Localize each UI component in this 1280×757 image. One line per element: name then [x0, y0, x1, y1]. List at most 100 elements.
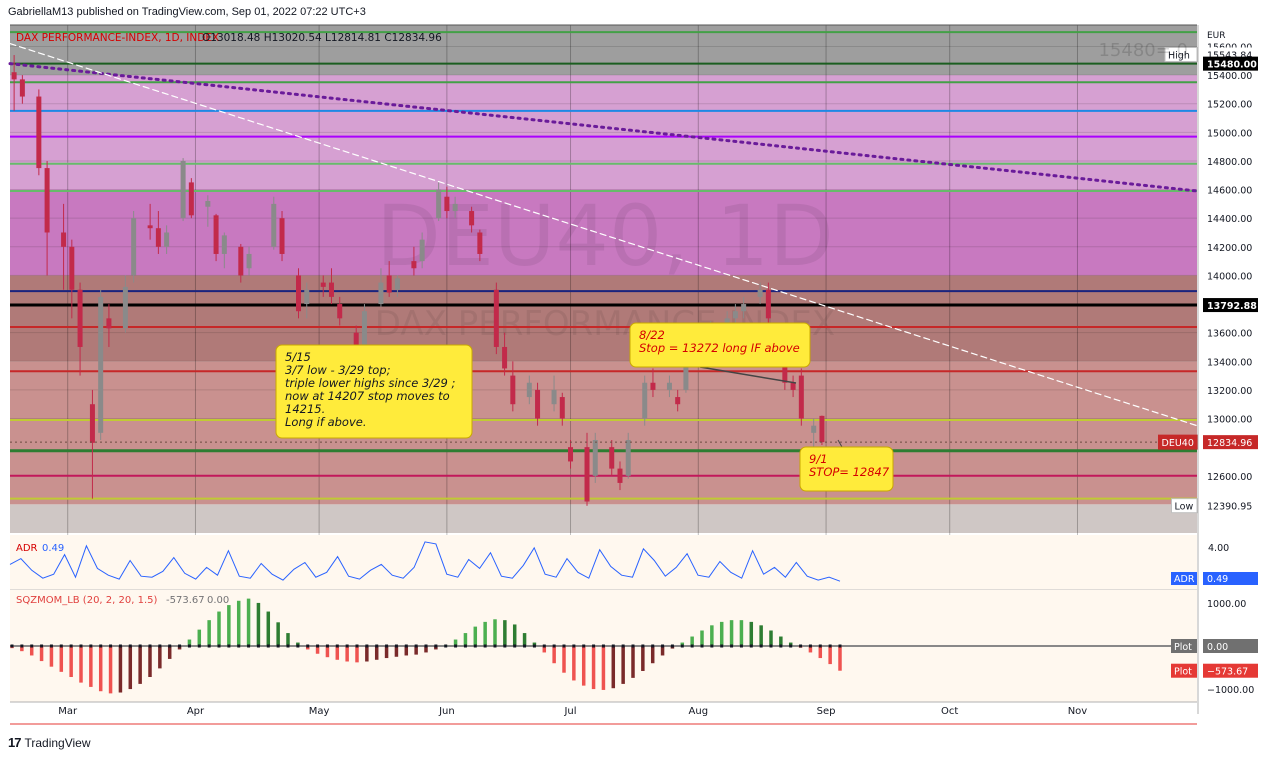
candle-body: [353, 332, 359, 355]
watermark-ticker: DEU40, 1D: [376, 187, 834, 285]
price-zone: [10, 25, 1197, 76]
candle-body: [328, 282, 334, 297]
squeeze-dot: [749, 644, 753, 648]
candle-body: [584, 447, 590, 502]
candle-body: [419, 239, 425, 262]
price-badge-value: 13792.88: [1207, 301, 1257, 312]
squeeze-dot: [808, 644, 812, 648]
candle-body: [452, 203, 458, 212]
candle-body: [510, 375, 516, 405]
candle: [469, 206, 475, 233]
candle-body: [568, 447, 574, 462]
candle: [106, 304, 112, 347]
squeeze-dot: [178, 644, 182, 648]
candle-body: [732, 311, 738, 319]
candles: [11, 55, 825, 506]
candle-body: [625, 439, 631, 476]
price-badge: [1203, 56, 1258, 71]
squeeze-dot: [49, 644, 53, 648]
squeeze-dot: [503, 644, 507, 648]
squeeze-dot: [463, 644, 467, 648]
callout-note-515: 5/153/7 low - 3/29 top;triple lower high…: [275, 344, 473, 439]
candle: [122, 275, 128, 333]
squeeze-dot: [197, 644, 201, 648]
squeeze-dot: [838, 644, 842, 648]
candle: [411, 246, 417, 276]
time-axis[interactable]: Mar Apr May Jun Jul Aug Sep Oct Nov: [10, 701, 1197, 725]
horizontal-levels[interactable]: [10, 31, 1197, 500]
candle-body: [36, 96, 42, 169]
candle-body: [650, 382, 656, 390]
squeeze-dot: [621, 644, 625, 648]
candle-body: [238, 246, 244, 276]
squeeze-dot: [769, 644, 773, 648]
squeeze-dot: [286, 644, 290, 648]
candle: [568, 439, 574, 469]
price-badge-label: High: [1168, 51, 1190, 62]
tradingview-logo-icon: 17: [8, 735, 22, 750]
squeeze-dot: [641, 644, 645, 648]
candle-body: [205, 201, 211, 207]
squeeze-dot: [256, 644, 260, 648]
price-tick-label: 12600.00: [1207, 472, 1252, 483]
price-badge-value: 12834.96: [1207, 438, 1252, 449]
momentum-badge-tag: [1171, 639, 1197, 653]
adr-line: [9, 541, 841, 582]
time-tick-label: Oct: [941, 706, 958, 717]
price-zone: [10, 361, 1197, 505]
candle-body: [493, 289, 499, 347]
candle-body: [502, 346, 508, 369]
candle-body: [320, 282, 326, 287]
candle-body: [551, 389, 557, 405]
squeeze-dot: [385, 644, 389, 648]
squeeze-dot: [99, 644, 103, 648]
candle: [164, 225, 170, 254]
time-tick-label: Nov: [1068, 706, 1088, 717]
adr-tick-label: 4.00: [1208, 543, 1229, 554]
symbol-name: DAX PERFORMANCE-INDEX, 1D, INDEX: [16, 32, 219, 44]
chart[interactable]: DEU40, 1D DAX PERFORMANCE-INDEX 5/153/7 …: [0, 0, 1280, 728]
callout-box: [275, 344, 473, 439]
candle: [36, 89, 42, 176]
price-tick-label: 14600.00: [1207, 186, 1252, 197]
squeeze-dot: [128, 644, 132, 648]
candle: [811, 418, 817, 448]
candle-body: [469, 211, 475, 226]
candle-body: [77, 289, 83, 347]
candle: [452, 196, 458, 219]
candle-body: [98, 296, 104, 433]
candle-body: [724, 318, 730, 326]
candle-body: [19, 79, 25, 97]
squeeze-dot: [89, 644, 93, 648]
price-tick-label: 15400.00: [1207, 71, 1252, 82]
squeeze-dot: [227, 644, 231, 648]
candle: [502, 332, 508, 376]
callout-line: 14215.: [285, 402, 325, 416]
squeeze-dot: [276, 644, 280, 648]
momentum-badge: [1203, 639, 1258, 653]
squeeze-dot: [513, 644, 517, 648]
candle: [320, 275, 326, 297]
squeeze-dot: [572, 644, 576, 648]
price-axis[interactable]: 4.00 ADR 0.49 1000.00 −1000.00 Plot 0.00 Plot −5…: [1158, 25, 1259, 714]
squeeze-dot: [40, 644, 44, 648]
candle: [510, 361, 516, 412]
symbol-ohlc: O13018.48 H13020.54 L12814.81 C12834.96: [202, 32, 442, 44]
annotations[interactable]: 5/153/7 low - 3/29 top;triple lower high…: [275, 322, 894, 492]
publisher-line: GabriellaM13 published on TradingView.co…: [8, 6, 366, 18]
candle: [642, 375, 648, 426]
candle: [386, 261, 392, 297]
candle-body: [131, 218, 137, 276]
callout-line: Long if above.: [285, 415, 367, 429]
candle: [328, 268, 334, 305]
candle: [77, 282, 83, 376]
trendlines[interactable]: [8, 43, 1199, 427]
time-tick-label: Jun: [438, 706, 455, 717]
candle: [394, 275, 400, 297]
squeeze-dot: [118, 644, 122, 648]
candle-body: [675, 397, 681, 405]
squeeze-dot: [611, 644, 615, 648]
candle-body: [155, 228, 161, 247]
squeeze-dot: [552, 644, 556, 648]
